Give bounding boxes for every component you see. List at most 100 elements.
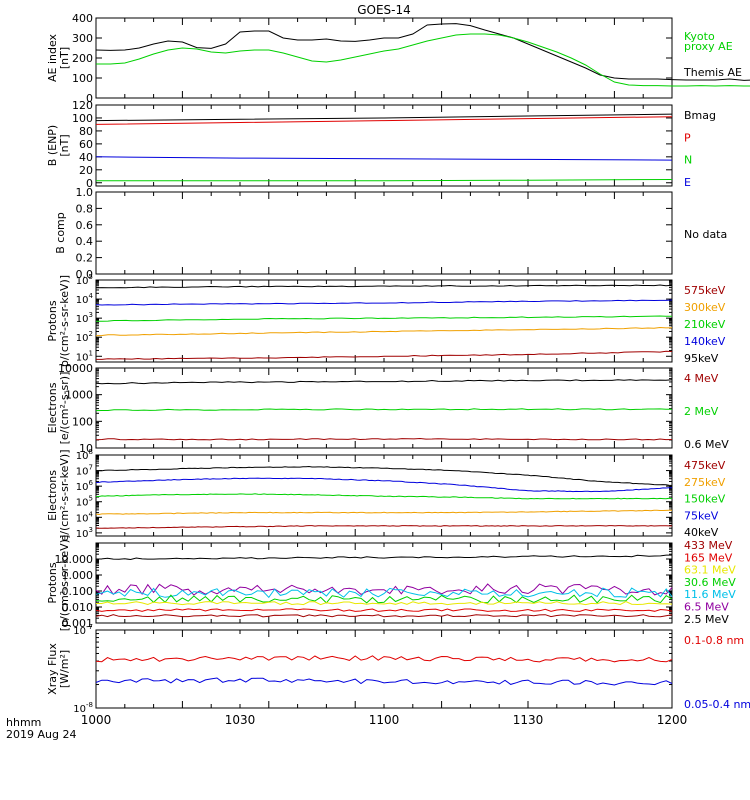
series-line-n	[96, 179, 673, 182]
x-tick-labels: 1000 1030 1100 1130 1200	[81, 713, 688, 727]
series-line-2-5-mev	[95, 554, 672, 561]
series-line-11-6-mev	[95, 587, 673, 599]
y-tick-label: 1.000	[62, 569, 94, 582]
series-line-95kev	[95, 284, 673, 289]
y-tick-label: 0	[86, 92, 93, 105]
y-tick-label: 10000	[58, 362, 93, 375]
legend-xray: 0.1-0.8 nm 0.05-0.4 nm	[684, 634, 750, 711]
y-axis-label-electrons2: Electrons e/(cm²-s-sr-keV)]	[46, 450, 71, 542]
panel-frame-electrons2	[95, 454, 673, 537]
legend-entry-kyoto: Kyoto	[684, 30, 715, 43]
y-axis-unit: [W/m²]	[58, 650, 71, 688]
y-axis-unit: [nT]	[58, 47, 71, 69]
y-axis-label: AE index	[46, 33, 59, 82]
series-group-protons2	[95, 554, 673, 618]
legend-entry-p: P	[684, 131, 691, 144]
legend-entry-40kev: 40keV	[684, 526, 719, 539]
y-axis-unit: [p/(cm²-s-sr-keV)]	[58, 535, 71, 632]
series-line-150kev	[96, 493, 673, 500]
y-ticks-xray: 10-8 10-7	[73, 623, 672, 715]
y-tick-label: 108	[76, 448, 93, 462]
legend-entry-575kev: 575keV	[684, 284, 726, 297]
panel-bcomp: 0.0 0.2 0.4 0.6 0.8 1.0 B comp No data	[54, 186, 727, 281]
legend-entry-4-mev: 4 MeV	[684, 372, 719, 385]
series-line-themis-ae	[95, 23, 750, 81]
series-line-0-6-mev	[95, 379, 673, 385]
x-ticks-ae	[95, 18, 673, 98]
y-tick-label: 0.8	[76, 202, 94, 215]
y-tick-label: 103	[76, 311, 93, 325]
series-group-xray	[95, 655, 673, 686]
series-line-140kev	[95, 299, 673, 306]
series-line-40kev	[95, 465, 673, 486]
y-tick-label: 107	[76, 464, 93, 478]
y-tick-label: 104	[76, 292, 94, 306]
y-axis-unit: e/(cm²-s-sr-keV)]	[58, 450, 71, 542]
legend-entry-2-mev: 2 MeV	[684, 405, 719, 418]
y-tick-label: 200	[72, 52, 93, 65]
y-tick-label: 0.0	[76, 268, 94, 281]
y-tick-label: 0.6	[76, 219, 94, 232]
y-axis-label: B comp	[54, 212, 67, 254]
y-axis-label: Protons	[46, 300, 59, 341]
x-ticks-electrons1	[95, 368, 673, 448]
legend-entry-11-6-mev: 11.6 MeV	[684, 588, 736, 601]
x-tick-label: 1200	[657, 713, 688, 727]
legend-entry-63-1-mev: 63.1 MeV	[684, 564, 736, 577]
panel-frame-bfield	[95, 104, 673, 187]
panel-frame-protons1	[95, 279, 673, 363]
legend-bfield: Bmag PNE	[684, 109, 716, 189]
series-group-protons1	[95, 284, 673, 360]
series-line-210kev	[95, 315, 672, 322]
series-line-kyoto-proxy-ae	[96, 33, 750, 87]
y-tick-label: 0	[86, 177, 93, 190]
y-axis-label-xray: Xray Flux [W/m²]	[46, 643, 71, 695]
series-line-e	[95, 156, 673, 161]
y-axis-label-protons2: Protons [p/(cm²-s-sr-keV)]	[46, 535, 71, 632]
series-line-2-mev	[95, 408, 672, 412]
y-axis-unit: [nT]	[58, 134, 71, 156]
x-tick-label: 1000	[81, 713, 112, 727]
y-tick-label: 104	[76, 510, 94, 524]
y-tick-label: 0.001	[62, 617, 94, 630]
y-tick-label: 106	[76, 479, 94, 493]
series-group-electrons2	[95, 465, 673, 529]
time-axis-label-hhmm: hhmm	[6, 716, 41, 729]
y-axis-unit: [e/(cm²-s-sr)]	[58, 372, 71, 445]
legend-entry-275kev: 275keV	[684, 476, 726, 489]
legend-entry-no-data: No data	[684, 228, 727, 241]
series-line-0-1-0-8-nm	[95, 655, 673, 663]
time-axis-label-date: 2019 Aug 24	[6, 728, 76, 741]
y-ticks-ae: 0 100 200 300 400	[72, 12, 672, 105]
panel-frame-electrons1	[95, 367, 673, 449]
x-ticks-bfield	[95, 105, 673, 186]
legend-entry-themis-ae: Themis AE	[683, 66, 742, 79]
legend-entry-0-05-0-4-nm: 0.05-0.4 nm	[684, 698, 750, 711]
legend-entry-proxy-ae: proxy AE	[684, 40, 733, 53]
x-ticks-xray	[95, 630, 673, 708]
series-line-575kev	[96, 350, 673, 360]
y-tick-label: 10	[79, 442, 93, 455]
y-axis-unit: p/(cm²-s-sr-keV)]	[58, 275, 71, 367]
y-tick-label: 1.0	[76, 186, 94, 199]
legend-entry-165-mev: 165 MeV	[684, 551, 733, 564]
series-line-p	[95, 116, 673, 125]
y-axis-label-bfield: B (ENP) [nT]	[46, 125, 71, 166]
y-tick-label: 105	[76, 273, 93, 287]
y-tick-label: 0.4	[76, 235, 94, 248]
series-line-475kev	[95, 525, 672, 529]
legend-entry-30-6-mev: 30.6 MeV	[684, 576, 736, 589]
x-ticks-protons2	[95, 543, 673, 623]
y-axis-label: Xray Flux	[46, 643, 59, 695]
y-axis-label: Protons	[46, 562, 59, 603]
x-ticks-bcomp	[95, 192, 673, 274]
y-axis-label-bcomp: B comp	[54, 212, 67, 254]
y-tick-label: 100	[72, 72, 93, 85]
legend-entry-140kev: 140keV	[684, 335, 726, 348]
series-group-ae	[95, 23, 750, 87]
